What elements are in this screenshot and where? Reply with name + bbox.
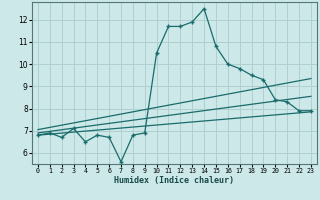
X-axis label: Humidex (Indice chaleur): Humidex (Indice chaleur) — [115, 176, 234, 185]
